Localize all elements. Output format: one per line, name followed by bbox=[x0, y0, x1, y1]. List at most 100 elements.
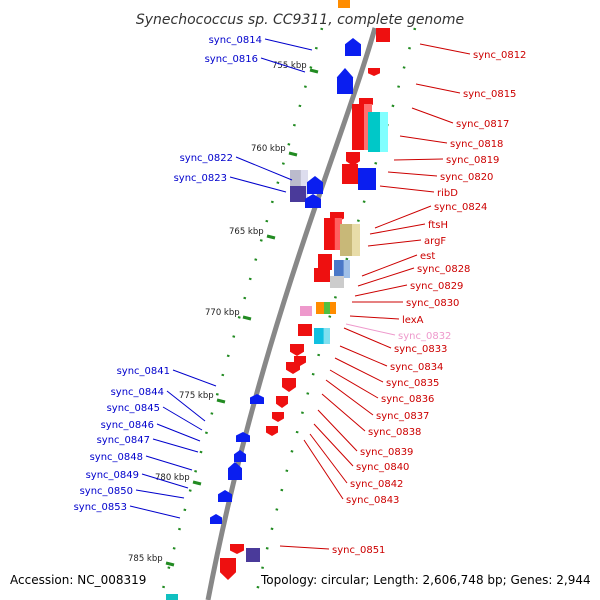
label-sync-0819: sync_0819 bbox=[446, 155, 499, 166]
reverse-cds-arrow bbox=[272, 412, 284, 422]
label-ftsh: ftsH bbox=[428, 220, 448, 231]
tick-mark bbox=[165, 561, 175, 567]
leader-line bbox=[135, 489, 185, 499]
cds-block bbox=[376, 28, 390, 42]
tick-label: 785 kbp bbox=[128, 554, 163, 564]
tick-marks: 755 kbp 760 kbp 765 kbp 770 kbp 775 kbp 780 k… bbox=[128, 61, 319, 567]
leader-line bbox=[166, 390, 206, 422]
label-sync-0848: sync_0848 bbox=[90, 452, 143, 463]
label-sync-0838: sync_0838 bbox=[368, 427, 421, 438]
label-sync-0839: sync_0839 bbox=[360, 447, 413, 458]
reverse-cds-arrow bbox=[230, 544, 244, 554]
tick-mark bbox=[266, 234, 276, 240]
tick-mark bbox=[309, 68, 319, 74]
tick-label: 770 kbp bbox=[205, 308, 240, 318]
tick-mark bbox=[216, 398, 226, 404]
cds-block-olive-shade bbox=[352, 224, 360, 256]
label-sync-0850: sync_0850 bbox=[80, 486, 133, 497]
label-sync-0820: sync_0820 bbox=[440, 172, 493, 183]
forward-cds-arrow bbox=[337, 68, 353, 94]
cds-block-grey bbox=[330, 276, 344, 288]
leader-line bbox=[334, 357, 384, 383]
leader-line bbox=[260, 57, 306, 73]
label-sync-0841: sync_0841 bbox=[117, 366, 170, 377]
forward-cds-arrow bbox=[236, 432, 250, 442]
label-sync-0833: sync_0833 bbox=[394, 344, 447, 355]
tick-label: 760 kbp bbox=[251, 144, 286, 154]
topology-text: Topology: circular; Length: 2,606,748 bp… bbox=[261, 573, 591, 587]
leader-line bbox=[415, 83, 461, 94]
leader-line bbox=[172, 369, 217, 387]
forward-cds-arrow bbox=[345, 38, 361, 56]
cds-block bbox=[318, 254, 332, 270]
leader-line bbox=[156, 423, 201, 442]
label-sync-0840: sync_0840 bbox=[356, 462, 409, 473]
leader-line bbox=[369, 223, 426, 235]
leader-line bbox=[361, 254, 418, 277]
leader-line bbox=[141, 473, 189, 489]
cds-block-shade bbox=[334, 218, 342, 250]
leader-line bbox=[411, 107, 454, 124]
cds-block-steel-shade bbox=[343, 260, 350, 278]
label-sync-0845: sync_0845 bbox=[107, 403, 160, 414]
genome-backbone bbox=[205, 27, 378, 600]
label-sync-0846: sync_0846 bbox=[101, 420, 154, 431]
leader-line bbox=[367, 239, 422, 247]
reverse-cds-arrow bbox=[266, 426, 278, 436]
cds-block-orange bbox=[316, 302, 324, 314]
tick-label: 755 kbp bbox=[272, 61, 307, 71]
label-sync-0812: sync_0812 bbox=[473, 50, 526, 61]
cds-block bbox=[298, 324, 312, 336]
tick-label: 780 kbp bbox=[155, 473, 190, 483]
cds-block bbox=[314, 268, 330, 282]
leader-line bbox=[325, 379, 374, 416]
accession-text: Accession: NC_008319 bbox=[10, 573, 147, 587]
label-sync-0851: sync_0851 bbox=[332, 545, 385, 556]
label-sync-0815: sync_0815 bbox=[463, 89, 516, 100]
tick-mark bbox=[192, 480, 202, 486]
label-sync-0829: sync_0829 bbox=[410, 281, 463, 292]
leader-line bbox=[393, 158, 444, 161]
feature-track bbox=[166, 0, 390, 600]
cds-block-grey-shade bbox=[300, 170, 308, 200]
leader-line bbox=[357, 267, 415, 287]
leader-line bbox=[343, 327, 392, 349]
tick-label: 765 kbp bbox=[229, 227, 264, 237]
forward-cds-arrow bbox=[228, 462, 242, 480]
reverse-cds-arrow bbox=[346, 152, 360, 166]
label-sync-0823: sync_0823 bbox=[174, 173, 227, 184]
tick-label: 775 kbp bbox=[179, 391, 214, 401]
forward-cds-arrow bbox=[305, 194, 321, 208]
label-sync-0830: sync_0830 bbox=[406, 298, 459, 309]
reverse-cds-arrow bbox=[220, 558, 236, 580]
label-sync-0847: sync_0847 bbox=[97, 435, 150, 446]
cds-block-cyan bbox=[166, 594, 178, 600]
leader-line bbox=[129, 505, 181, 519]
label-lexa: lexA bbox=[402, 315, 424, 326]
leader-line bbox=[264, 38, 313, 51]
gene-labels: sync_0814sync_0816sync_0822sync_0823sync… bbox=[74, 35, 527, 556]
label-sync-0843: sync_0843 bbox=[346, 495, 399, 506]
leader-line bbox=[313, 423, 354, 467]
leader-line bbox=[309, 433, 348, 484]
label-leaders bbox=[129, 38, 471, 550]
leader-line bbox=[145, 455, 193, 471]
reverse-cds-arrow bbox=[282, 378, 296, 392]
leader-line bbox=[339, 345, 388, 367]
label-sync-0836: sync_0836 bbox=[381, 394, 434, 405]
cds-block-cyan-shade bbox=[323, 328, 330, 344]
leader-line bbox=[329, 369, 379, 399]
leader-line bbox=[374, 205, 432, 229]
tick-mark bbox=[288, 151, 298, 157]
leader-line bbox=[321, 393, 366, 432]
leader-line bbox=[379, 185, 435, 193]
forward-cds-arrow bbox=[234, 450, 246, 462]
reverse-cds-arrow bbox=[286, 362, 300, 374]
label-sync-0824: sync_0824 bbox=[434, 202, 487, 213]
label-sync-0853: sync_0853 bbox=[74, 502, 127, 513]
label-sync-0849: sync_0849 bbox=[86, 470, 139, 481]
leader-line bbox=[235, 156, 293, 181]
reverse-cds-arrow bbox=[276, 396, 288, 408]
leader-line bbox=[349, 315, 400, 320]
